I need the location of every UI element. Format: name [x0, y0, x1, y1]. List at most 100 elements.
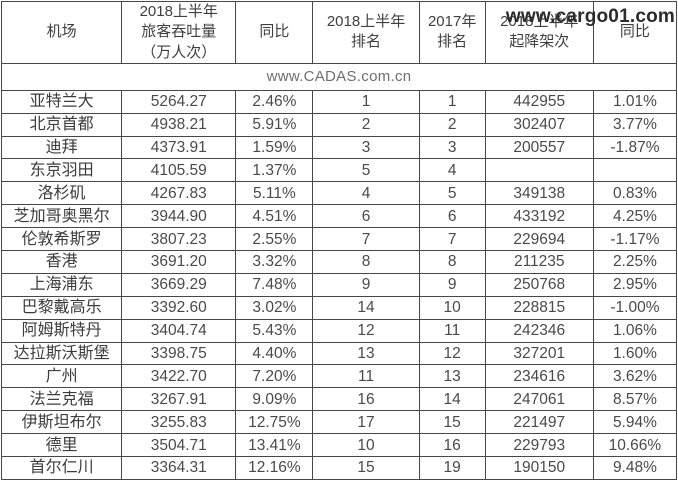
value-cell: 4105.59	[121, 158, 237, 183]
airport-name-cell: 迪拜	[0, 135, 123, 160]
value-cell: 3	[312, 135, 420, 160]
value-cell: 1.59%	[235, 135, 314, 160]
value-cell	[592, 158, 678, 183]
header-yoy-movements: 同比	[592, 1, 678, 64]
airport-name-cell: 阿姆斯特丹	[0, 318, 123, 343]
table-body: www.CADAS.com.cn 亚特兰大 5264.27 2.46% 1 1 44295…	[0, 62, 678, 480]
table-row: 亚特兰大 5264.27 2.46% 1 1 442955 1.01%	[0, 89, 678, 114]
airport-name-cell: 东京羽田	[0, 158, 123, 183]
table-row: 东京羽田 4105.59 1.37% 5 4	[0, 158, 678, 183]
table-row: 迪拜 4373.91 1.59% 3 3 200557 -1.87%	[0, 135, 678, 160]
value-cell: 11	[312, 364, 420, 389]
value-cell: 3364.31	[121, 456, 237, 480]
value-cell: 0.83%	[592, 181, 678, 206]
value-cell: 4.40%	[235, 341, 314, 366]
value-cell: 15	[418, 410, 486, 435]
value-cell: 3944.90	[121, 204, 237, 229]
value-cell: 8.57%	[592, 387, 678, 412]
value-cell: 234616	[484, 364, 594, 389]
value-cell: 3691.20	[121, 249, 237, 274]
value-cell: 221497	[484, 410, 594, 435]
header-row: 机场 2018上半年 旅客吞吐量 （万人次） 同比 2018上半年 排名 201…	[0, 1, 678, 64]
value-cell: 5.43%	[235, 318, 314, 343]
header-movements: 2018上半年 起降架次	[484, 1, 594, 64]
value-cell: 242346	[484, 318, 594, 343]
value-cell: 12.75%	[235, 410, 314, 435]
table-row: 香港 3691.20 3.32% 8 8 211235 2.25%	[0, 249, 678, 274]
table-row: 达拉斯沃斯堡 3398.75 4.40% 13 12 327201 1.60%	[0, 341, 678, 366]
table-row: 洛杉矶 4267.83 5.11% 4 5 349138 0.83%	[0, 181, 678, 206]
airport-name-cell: 伊斯坦布尔	[0, 410, 123, 435]
value-cell: 9	[312, 272, 420, 297]
airport-name-cell: 上海浦东	[0, 272, 123, 297]
airport-name-cell: 首尔仁川	[0, 456, 123, 480]
value-cell: 2	[418, 112, 486, 137]
value-cell: 10	[418, 295, 486, 320]
value-cell: 4	[418, 158, 486, 183]
value-cell: 4938.21	[121, 112, 237, 137]
value-cell: 3255.83	[121, 410, 237, 435]
value-cell: 9	[418, 272, 486, 297]
value-cell: 442955	[484, 89, 594, 114]
table-header: 机场 2018上半年 旅客吞吐量 （万人次） 同比 2018上半年 排名 201…	[0, 1, 678, 64]
value-cell: 228815	[484, 295, 594, 320]
value-cell: -1.87%	[592, 135, 678, 160]
value-cell: 1	[312, 89, 420, 114]
header-throughput: 2018上半年 旅客吞吐量 （万人次）	[121, 1, 237, 64]
airport-name-cell: 香港	[0, 249, 123, 274]
header-rank-2018: 2018上半年 排名	[312, 1, 420, 64]
airport-name-cell: 北京首都	[0, 112, 123, 137]
value-cell: 13	[312, 341, 420, 366]
value-cell: 229694	[484, 227, 594, 251]
table-row: 阿姆斯特丹 3404.74 5.43% 12 11 242346 1.06%	[0, 318, 678, 343]
value-cell: 7	[312, 227, 420, 251]
value-cell: 8	[312, 249, 420, 274]
value-cell: 16	[312, 387, 420, 412]
table-row: 芝加哥奥黑尔 3944.90 4.51% 6 6 433192 4.25%	[0, 204, 678, 229]
value-cell: 4.51%	[235, 204, 314, 229]
table-row: 伊斯坦布尔 3255.83 12.75% 17 15 221497 5.94%	[0, 410, 678, 435]
value-cell	[484, 158, 594, 183]
value-cell: 3404.74	[121, 318, 237, 343]
table-row: 首尔仁川 3364.31 12.16% 15 19 190150 9.48%	[0, 456, 678, 480]
value-cell: 5.91%	[235, 112, 314, 137]
value-cell: 3669.29	[121, 272, 237, 297]
airport-name-cell: 巴黎戴高乐	[0, 295, 123, 320]
value-cell: 7.48%	[235, 272, 314, 297]
value-cell: 9.09%	[235, 387, 314, 412]
value-cell: 5	[418, 181, 486, 206]
value-cell: 1.60%	[592, 341, 678, 366]
value-cell: 3807.23	[121, 227, 237, 251]
table-row: 上海浦东 3669.29 7.48% 9 9 250768 2.95%	[0, 272, 678, 297]
value-cell: 247061	[484, 387, 594, 412]
value-cell: 302407	[484, 112, 594, 137]
value-cell: 1	[418, 89, 486, 114]
value-cell: 4.25%	[592, 204, 678, 229]
value-cell: 3.02%	[235, 295, 314, 320]
value-cell: 4373.91	[121, 135, 237, 160]
airport-name-cell: 法兰克福	[0, 387, 123, 412]
value-cell: 3422.70	[121, 364, 237, 389]
value-cell: 15	[312, 456, 420, 480]
value-cell: 8	[418, 249, 486, 274]
cadas-watermark-row: www.CADAS.com.cn	[1, 62, 677, 91]
value-cell: 2.46%	[235, 89, 314, 114]
value-cell: 1.01%	[592, 89, 678, 114]
airport-name-cell: 广州	[0, 364, 123, 389]
airport-name-cell: 芝加哥奥黑尔	[0, 204, 123, 229]
table-row: 广州 3422.70 7.20% 11 13 234616 3.62%	[0, 364, 678, 389]
value-cell: 349138	[484, 181, 594, 206]
value-cell: 3.77%	[592, 112, 678, 137]
header-airport: 机场	[0, 1, 123, 64]
value-cell: 3.62%	[592, 364, 678, 389]
value-cell: 3267.91	[121, 387, 237, 412]
value-cell: 3392.60	[121, 295, 237, 320]
value-cell: -1.00%	[592, 295, 678, 320]
airport-name-cell: 德里	[0, 433, 123, 457]
value-cell: 17	[312, 410, 420, 435]
table-row: 德里 3504.71 13.41% 10 16 229793 10.66%	[0, 433, 678, 457]
value-cell: 327201	[484, 341, 594, 366]
value-cell: 3398.75	[121, 341, 237, 366]
value-cell: 200557	[484, 135, 594, 160]
